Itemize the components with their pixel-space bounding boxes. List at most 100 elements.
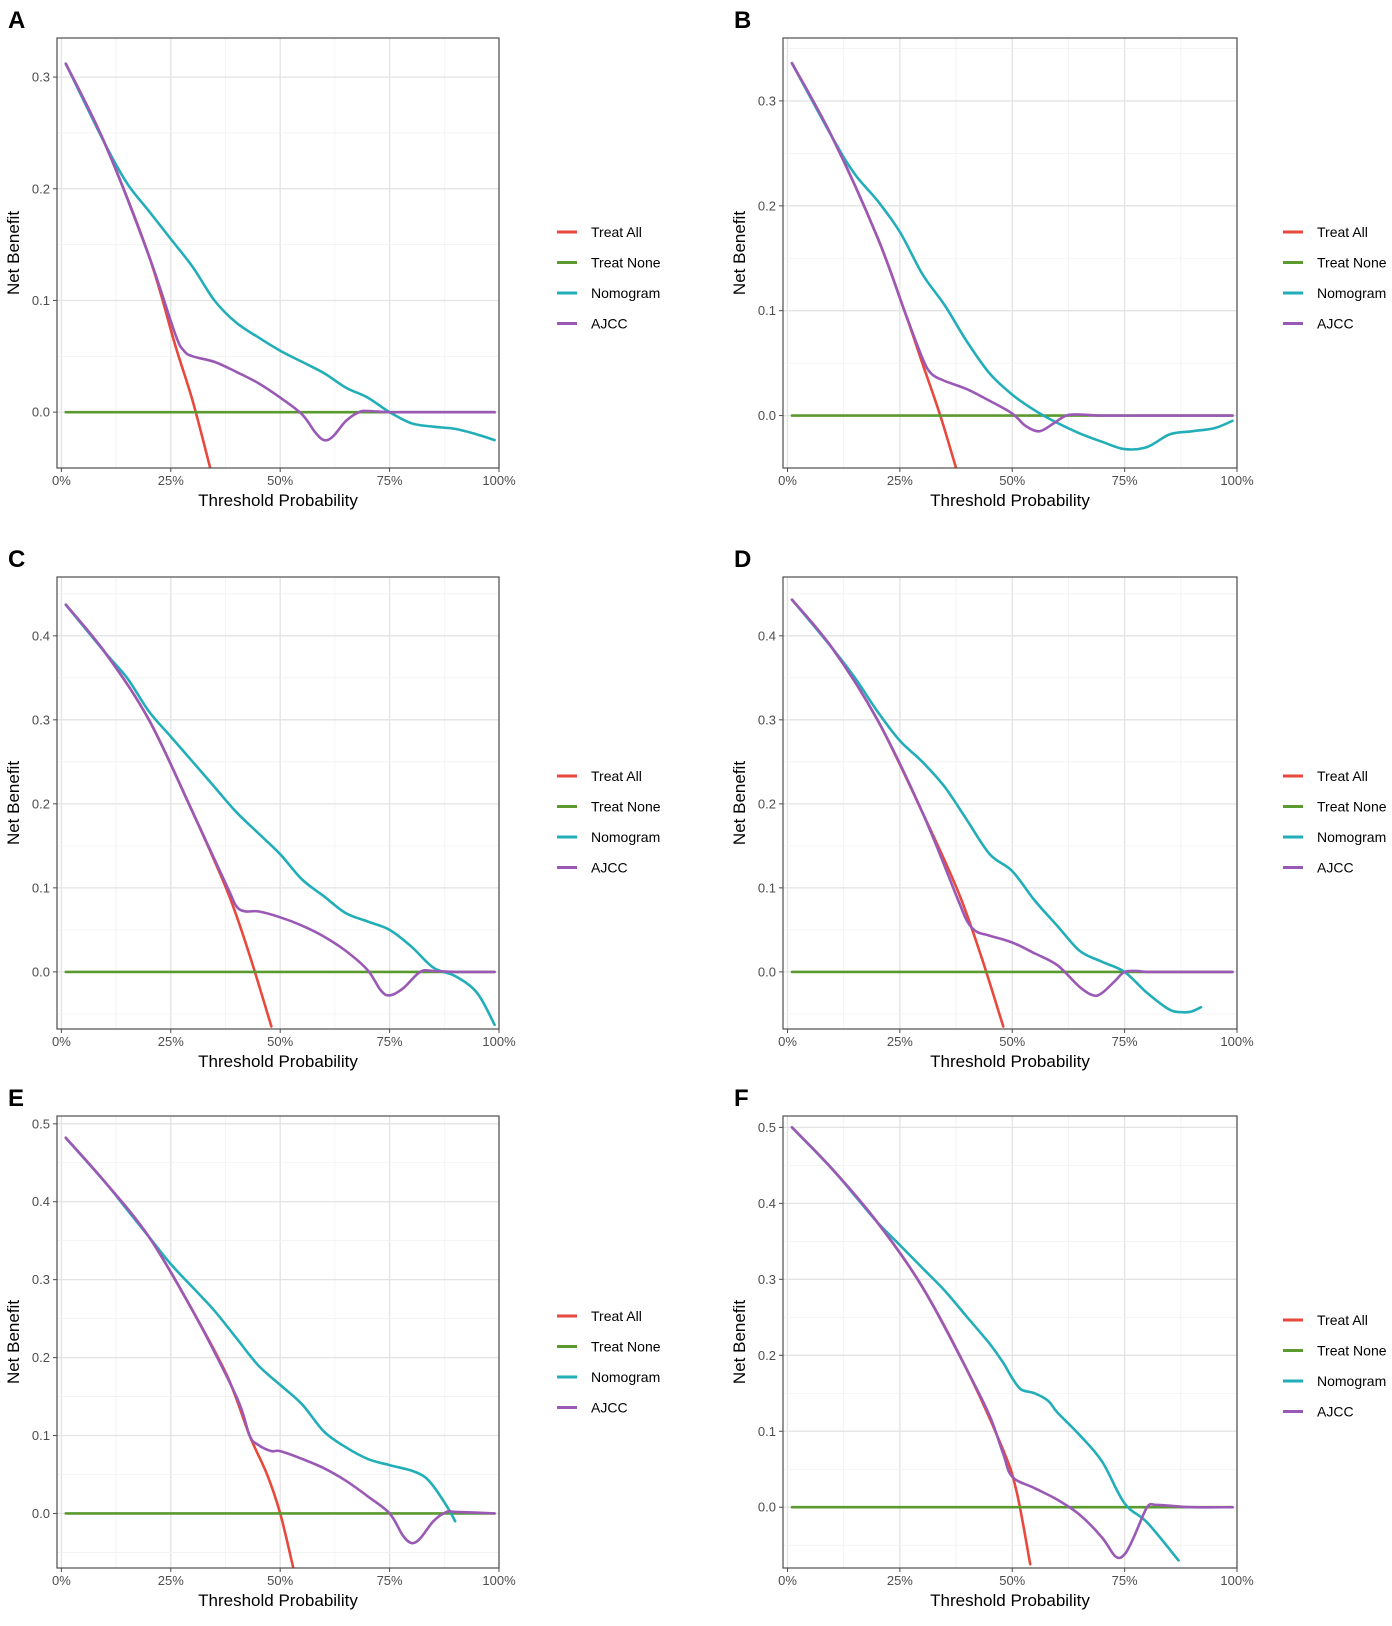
series-group — [790, 598, 1234, 1028]
x-tick-label: 25% — [158, 1034, 184, 1049]
y-axis-title: Net Benefit — [4, 211, 23, 295]
series-line-ajcc — [790, 61, 1234, 433]
y-tick-label: 0.5 — [32, 1116, 50, 1131]
y-tick-label: 0.3 — [758, 712, 776, 727]
legend-label: Treat None — [1317, 799, 1387, 815]
y-tick-label: 0.2 — [32, 796, 50, 811]
legend-label: Nomogram — [591, 829, 660, 845]
legend-item-treat-none: Treat None — [1283, 1343, 1387, 1359]
x-tick-label: 75% — [377, 1034, 403, 1049]
legend-label: Treat None — [591, 1339, 661, 1355]
x-tick-label: 0% — [778, 1034, 797, 1049]
legend: Treat All Treat None Nomogram AJCC — [1283, 224, 1387, 332]
legend: Treat All Treat None Nomogram AJCC — [557, 768, 661, 876]
plot-background — [783, 577, 1237, 1029]
x-tick-label: 100% — [1220, 1573, 1254, 1588]
series-line-ajcc — [790, 598, 1234, 998]
legend: Treat All Treat None Nomogram AJCC — [557, 224, 661, 332]
legend-label: Nomogram — [1317, 1373, 1386, 1389]
legend-item-treat-all: Treat All — [557, 224, 642, 240]
legend-item-treat-all: Treat All — [1283, 224, 1368, 240]
y-tick-label: 0.3 — [32, 712, 50, 727]
x-tick-label: 100% — [1220, 1034, 1254, 1049]
y-axis-title: Net Benefit — [730, 1300, 749, 1384]
panel-letter: F — [734, 1085, 749, 1112]
x-tick-label: 50% — [999, 473, 1025, 488]
panel-border — [56, 576, 500, 1030]
series-line-ajcc — [64, 62, 496, 442]
legend-item-nomogram: Nomogram — [557, 1369, 660, 1385]
legend: Treat All Treat None Nomogram AJCC — [1283, 768, 1387, 876]
plot-background — [783, 38, 1237, 468]
legend-label: Treat None — [591, 799, 661, 815]
legend-label: Nomogram — [1317, 285, 1386, 301]
plot-background — [57, 577, 499, 1029]
legend-item-treat-none: Treat None — [557, 255, 661, 271]
y-tick-label: 0.3 — [32, 70, 50, 85]
legend-item-nomogram: Nomogram — [1283, 285, 1386, 301]
y-tick-label: 0.4 — [32, 1194, 50, 1209]
legend-label: AJCC — [591, 316, 628, 332]
x-tick-label: 100% — [482, 473, 516, 488]
grid — [783, 38, 1238, 468]
y-tick-label: 0.0 — [758, 408, 776, 423]
x-tick-label: 0% — [778, 1573, 797, 1588]
series-line-nomogram — [64, 603, 496, 1027]
x-tick-label: 25% — [158, 1573, 184, 1588]
series-group — [790, 61, 1234, 468]
x-tick-label: 100% — [482, 1573, 516, 1588]
plot-background — [783, 1116, 1237, 1568]
legend-label: Treat None — [1317, 255, 1387, 271]
panel-border — [56, 1115, 500, 1569]
legend-label: Treat All — [591, 768, 642, 784]
legend-label: AJCC — [1317, 1404, 1354, 1420]
legend-label: Treat All — [1317, 224, 1368, 240]
panel-border — [782, 1115, 1238, 1569]
x-axis-title: Threshold Probability — [930, 1591, 1090, 1610]
legend-label: Treat None — [591, 255, 661, 271]
x-axis-title: Threshold Probability — [198, 1591, 358, 1610]
legend-label: Treat All — [591, 1308, 642, 1324]
x-tick-label: 0% — [52, 1034, 71, 1049]
legend-label: Treat None — [1317, 1343, 1387, 1359]
series-line-nomogram — [790, 61, 1234, 451]
legend-item-nomogram: Nomogram — [1283, 1373, 1386, 1389]
x-tick-label: 50% — [267, 1573, 293, 1588]
y-tick-label: 0.3 — [758, 93, 776, 108]
y-tick-label: 0.0 — [32, 1506, 50, 1521]
series-group — [64, 1136, 496, 1568]
legend-item-nomogram: Nomogram — [1283, 829, 1386, 845]
legend-label: AJCC — [591, 1400, 628, 1416]
y-tick-label: 0.3 — [758, 1272, 776, 1287]
x-axis-title: Threshold Probability — [930, 491, 1090, 510]
series-line-ajcc — [64, 603, 496, 997]
x-tick-label: 50% — [999, 1034, 1025, 1049]
y-tick-label: 0.1 — [758, 880, 776, 895]
y-tick-label: 0.2 — [32, 1350, 50, 1365]
y-axis-title: Net Benefit — [4, 761, 23, 845]
y-tick-label: 0.3 — [32, 1272, 50, 1287]
panel-letter: E — [8, 1085, 24, 1112]
y-tick-label: 0.1 — [32, 880, 50, 895]
x-tick-label: 25% — [887, 473, 913, 488]
legend-label: AJCC — [1317, 316, 1354, 332]
x-tick-label: 0% — [778, 473, 797, 488]
y-tick-label: 0.1 — [32, 293, 50, 308]
legend-item-nomogram: Nomogram — [557, 285, 660, 301]
y-axis-title: Net Benefit — [730, 211, 749, 295]
grid — [783, 1116, 1238, 1568]
x-axis-title: Threshold Probability — [930, 1052, 1090, 1071]
panel-letter: D — [734, 546, 751, 573]
panel-letter: B — [734, 7, 751, 34]
series-group — [64, 62, 496, 468]
x-tick-label: 25% — [158, 473, 184, 488]
y-tick-label: 0.2 — [758, 198, 776, 213]
legend-item-treat-all: Treat All — [557, 1308, 642, 1324]
y-tick-label: 0.1 — [32, 1428, 50, 1443]
x-tick-label: 25% — [887, 1034, 913, 1049]
x-tick-label: 25% — [887, 1573, 913, 1588]
panel-e: E 0% 25% 50% 75% 100% 0.0 0.1 0.2 0.3 0.4 0.5 Thresh… — [4, 1085, 661, 1610]
grid — [57, 38, 500, 468]
grid — [57, 1116, 500, 1568]
legend-item-ajcc: AJCC — [1283, 860, 1354, 876]
